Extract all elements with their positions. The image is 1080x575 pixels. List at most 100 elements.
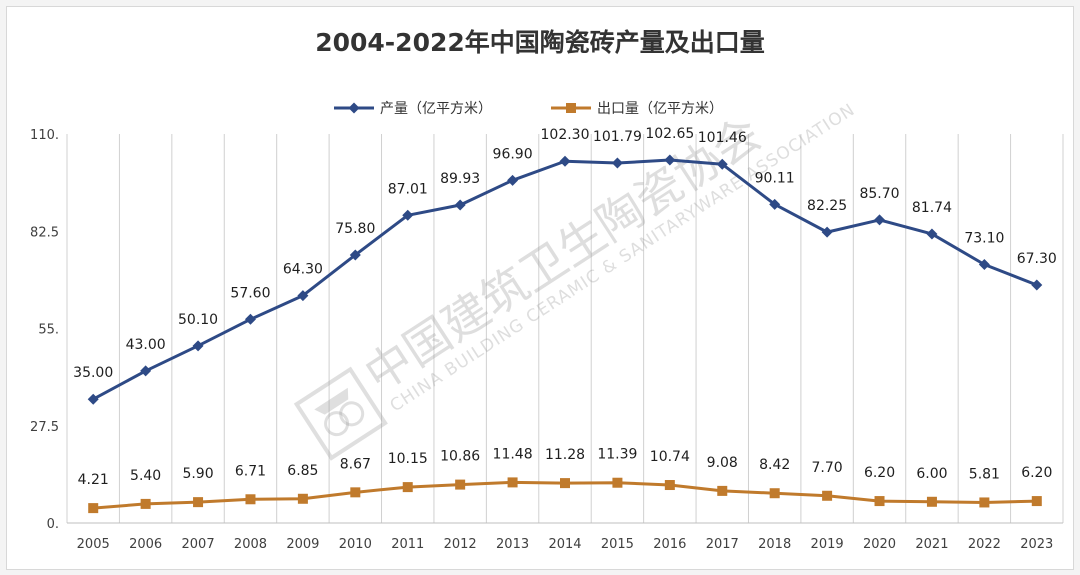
- data-point: [350, 487, 361, 498]
- data-label: 82.25: [807, 198, 847, 214]
- data-point: [193, 497, 204, 508]
- data-label: 101.46: [698, 130, 747, 146]
- data-point: [455, 479, 466, 490]
- data-label: 67.30: [1017, 251, 1057, 267]
- watermark: 中国建筑卫生陶瓷协会 CHINA BUILDING CERAMIC & SANI…: [293, 100, 860, 461]
- data-point: [87, 393, 99, 405]
- watermark-logo: [293, 366, 388, 461]
- data-label: 6.00: [916, 466, 947, 482]
- legend-label-2: 出口量（亿平方米）: [597, 101, 723, 117]
- line-chart: 2004-2022年中国陶瓷砖产量及出口量 中国建筑卫生陶瓷协会 CHINA B…: [30, 28, 1064, 552]
- data-point: [664, 480, 675, 491]
- data-label: 81.74: [912, 200, 952, 216]
- data-label: 10.15: [388, 451, 428, 467]
- data-label: 35.00: [73, 365, 113, 381]
- data-point: [822, 490, 833, 501]
- data-label: 101.79: [593, 129, 642, 145]
- x-tick-label: 2011: [391, 537, 424, 552]
- x-tick-label: 2010: [339, 537, 372, 552]
- data-label: 7.70: [812, 460, 843, 476]
- data-label: 102.65: [645, 126, 694, 142]
- data-point: [1031, 496, 1042, 507]
- y-tick-label: 110.: [30, 128, 59, 143]
- x-tick-label: 2022: [968, 537, 1001, 552]
- data-label: 102.30: [541, 127, 590, 143]
- data-label: 89.93: [440, 171, 480, 187]
- legend-label-1: 产量（亿平方米）: [380, 101, 492, 117]
- x-tick-label: 2015: [601, 537, 634, 552]
- data-point: [821, 226, 833, 238]
- data-label: 6.71: [235, 463, 266, 479]
- x-tick-label: 2020: [863, 537, 896, 552]
- x-tick-label: 2018: [758, 537, 791, 552]
- data-point: [664, 154, 676, 166]
- data-point: [769, 488, 780, 499]
- data-label: 5.81: [969, 466, 1000, 482]
- watermark-cn-text: 中国建筑卫生陶瓷协会: [355, 106, 770, 402]
- legend: 产量（亿平方米） 出口量（亿平方米）: [334, 101, 723, 117]
- data-label: 85.70: [859, 186, 899, 202]
- x-tick-label: 2009: [286, 537, 319, 552]
- data-point: [926, 496, 937, 507]
- data-point: [874, 214, 886, 226]
- x-tick-label: 2023: [1020, 537, 1053, 552]
- axes: 0. 27.5 55. 82.5 110. 2005 2006 2007 2008 2009 201…: [30, 128, 1063, 552]
- data-label: 8.42: [759, 457, 790, 473]
- data-label: 11.48: [493, 446, 533, 462]
- data-point: [192, 340, 204, 352]
- x-tick-label: 2017: [706, 537, 739, 552]
- data-point: [926, 228, 938, 240]
- y-tick-label: 0.: [47, 517, 59, 532]
- data-label: 6.20: [864, 465, 895, 481]
- data-label: 87.01: [388, 181, 428, 197]
- data-label: 6.85: [287, 463, 318, 479]
- data-point: [612, 477, 623, 488]
- legend-marker-1: [348, 102, 360, 114]
- grid-lines: [66, 134, 1064, 523]
- data-labels: 35.00 43.00 50.10 57.60 64.30 75.80 87.01 89.93…: [73, 126, 1057, 488]
- data-point: [402, 209, 414, 221]
- data-point: [559, 155, 571, 167]
- data-label: 11.28: [545, 447, 585, 463]
- data-point: [769, 198, 781, 210]
- series: [87, 154, 1043, 514]
- data-label: 11.39: [597, 447, 637, 463]
- data-label: 10.74: [650, 449, 690, 465]
- x-tick-label: 2007: [182, 537, 215, 552]
- data-point: [244, 313, 256, 325]
- data-label: 96.90: [493, 146, 533, 162]
- data-label: 8.67: [340, 456, 371, 472]
- data-point: [297, 290, 309, 302]
- x-tick-label: 2006: [129, 537, 162, 552]
- data-point: [349, 249, 361, 261]
- data-label: 5.40: [130, 468, 161, 484]
- watermark-en-text: CHINA BUILDING CERAMIC & SANITARYWARE AS…: [387, 100, 860, 417]
- data-label: 90.11: [755, 170, 795, 186]
- data-point: [717, 485, 728, 496]
- data-label: 5.90: [182, 466, 213, 482]
- chart-container: 2004-2022年中国陶瓷砖产量及出口量 中国建筑卫生陶瓷协会 CHINA B…: [6, 6, 1074, 570]
- data-point: [507, 477, 518, 488]
- data-point: [88, 503, 99, 514]
- data-label: 43.00: [126, 337, 166, 353]
- data-point: [978, 258, 990, 270]
- data-label: 57.60: [230, 285, 270, 301]
- data-point: [716, 158, 728, 170]
- data-label: 9.08: [707, 455, 738, 471]
- data-label: 75.80: [335, 221, 375, 237]
- x-tick-label: 2014: [548, 537, 581, 552]
- data-label: 4.21: [78, 472, 109, 488]
- data-label: 73.10: [964, 230, 1004, 246]
- data-point: [979, 497, 990, 508]
- x-tick-label: 2016: [653, 537, 686, 552]
- data-point: [454, 199, 466, 211]
- y-tick-label: 55.: [38, 323, 59, 338]
- data-label: 10.86: [440, 449, 480, 465]
- data-point: [297, 493, 308, 504]
- x-tick-label: 2013: [496, 537, 529, 552]
- data-point: [1031, 279, 1043, 291]
- data-label: 50.10: [178, 312, 218, 328]
- data-point: [245, 494, 256, 505]
- data-label: 6.20: [1021, 465, 1052, 481]
- data-point: [140, 498, 151, 509]
